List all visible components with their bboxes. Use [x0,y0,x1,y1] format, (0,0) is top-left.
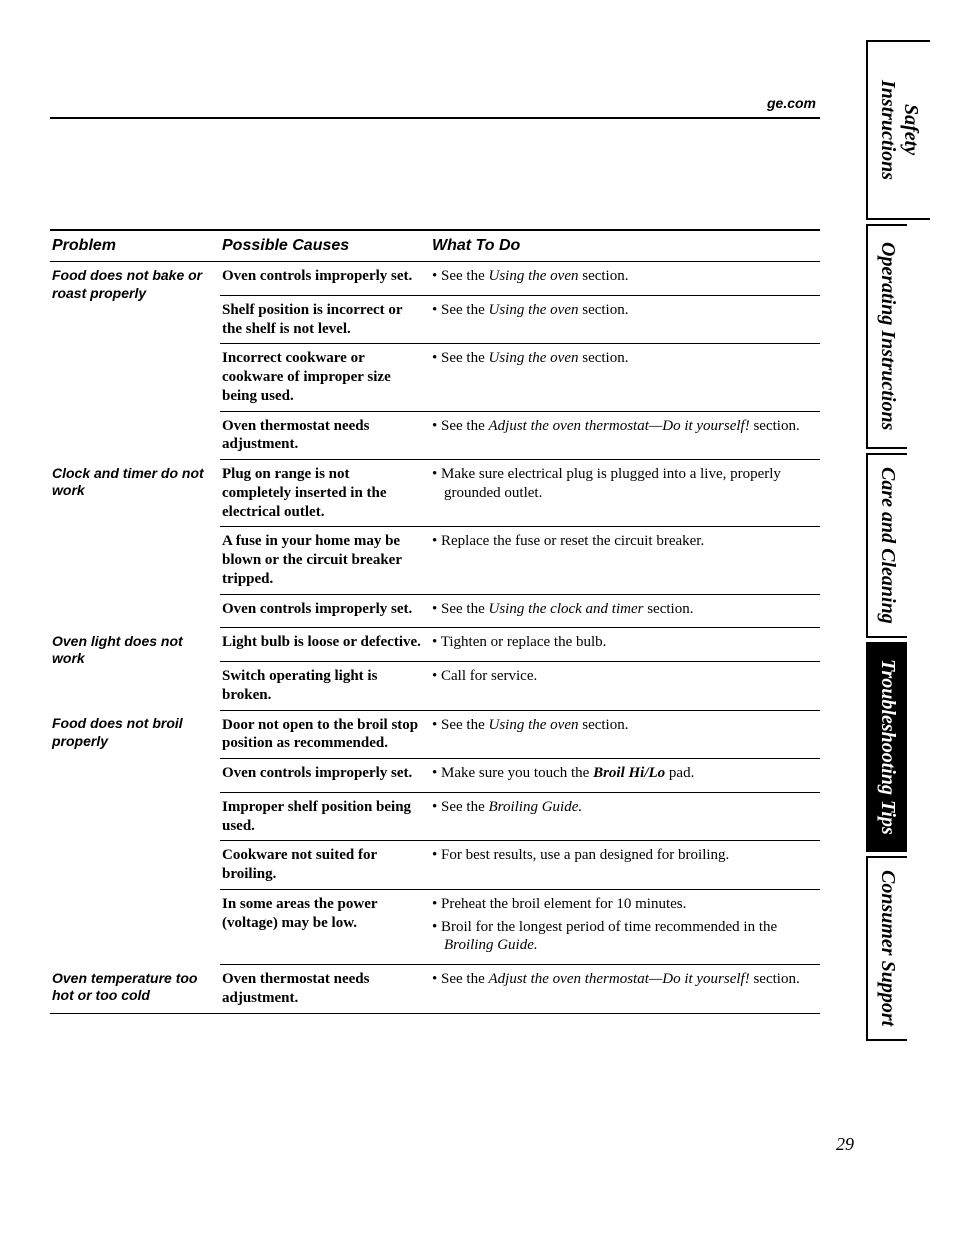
cause-cell: Door not open to the broil stop position… [220,710,430,759]
problem-cell: Food does not bake or roast properly [50,262,220,460]
cause-cell: Oven controls improperly set. [220,594,430,628]
what-cell: See the Adjust the oven thermostat—Do it… [430,965,820,1014]
tab-operating[interactable]: Operating Instructions [866,224,907,449]
cause-cell: Improper shelf position being used. [220,792,430,841]
problem-cell: Food does not broil properly [50,710,220,965]
th-what: What To Do [430,230,820,262]
cause-cell: Plug on range is not completely inserted… [220,460,430,527]
what-cell: See the Using the oven section. [430,710,820,759]
cause-cell: Oven controls improperly set. [220,759,430,793]
problem-cell: Clock and timer do not work [50,460,220,628]
what-cell: Preheat the broil element for 10 minutes… [430,889,820,964]
troubleshooting-table: Problem Possible Causes What To Do Food … [50,229,820,1014]
side-tabs: Safety Instructions Operating Instructio… [866,40,914,1045]
what-cell: Call for service. [430,662,820,711]
cause-cell: Cookware not suited for broiling. [220,841,430,890]
problem-cell: Oven temperature too hot or too cold [50,965,220,1014]
tab-safety[interactable]: Safety Instructions [866,40,930,220]
cause-cell: Light bulb is loose or defective. [220,628,430,662]
cause-cell: Switch operating light is broken. [220,662,430,711]
tab-consumer[interactable]: Consumer Support [866,856,907,1041]
th-problem: Problem [50,230,220,262]
what-cell: See the Broiling Guide. [430,792,820,841]
what-cell: Make sure electrical plug is plugged int… [430,460,820,527]
tab-care[interactable]: Care and Cleaning [866,453,907,638]
table-row: Food does not bake or roast properly Ove… [50,262,820,296]
page-number: 29 [836,1134,854,1155]
problem-cell: Oven light does not work [50,628,220,710]
what-cell: Tighten or replace the bulb. [430,628,820,662]
cause-cell: Shelf position is incorrect or the shelf… [220,295,430,344]
what-cell: Make sure you touch the Broil Hi/Lo pad. [430,759,820,793]
what-cell: See the Using the clock and timer sectio… [430,594,820,628]
cause-cell: Oven controls improperly set. [220,262,430,296]
what-cell: See the Adjust the oven thermostat—Do it… [430,411,820,460]
cause-cell: In some areas the power (voltage) may be… [220,889,430,964]
header-url: ge.com [50,95,820,117]
table-row: Food does not broil properly Door not op… [50,710,820,759]
cause-cell: Oven thermostat needs adjustment. [220,411,430,460]
what-cell: See the Using the oven section. [430,262,820,296]
tab-troubleshooting[interactable]: Troubleshooting Tips [866,642,907,852]
what-cell: See the Using the oven section. [430,344,820,411]
th-causes: Possible Causes [220,230,430,262]
cause-cell: Incorrect cookware or cookware of improp… [220,344,430,411]
cause-cell: A fuse in your home may be blown or the … [220,527,430,594]
table-row: Clock and timer do not work Plug on rang… [50,460,820,527]
what-cell: See the Using the oven section. [430,295,820,344]
header-rule [50,117,820,119]
what-cell: Replace the fuse or reset the circuit br… [430,527,820,594]
what-cell: For best results, use a pan designed for… [430,841,820,890]
cause-cell: Oven thermostat needs adjustment. [220,965,430,1014]
page-content: ge.com Problem Possible Causes What To D… [50,95,820,1014]
table-row: Oven temperature too hot or too cold Ove… [50,965,820,1014]
table-row: Oven light does not work Light bulb is l… [50,628,820,662]
